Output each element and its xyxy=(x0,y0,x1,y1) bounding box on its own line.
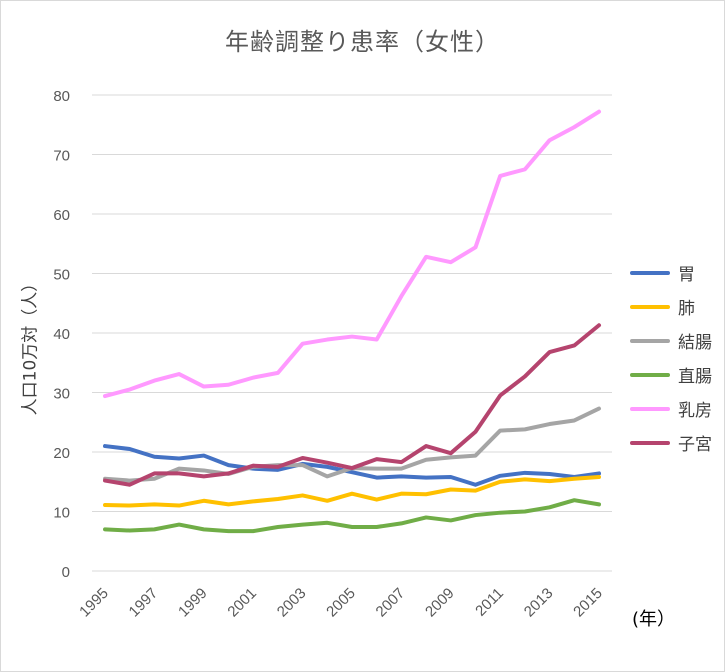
legend-label: 直腸 xyxy=(678,367,712,387)
chart-legend: 胃肺結腸直腸乳房子宮 xyxy=(630,258,725,462)
legend-item: 直腸 xyxy=(630,360,725,394)
y-tick-label: 40 xyxy=(53,326,70,343)
legend-item: 乳房 xyxy=(630,394,725,428)
x-tick-label: 2011 xyxy=(472,585,507,620)
y-tick-label: 30 xyxy=(53,386,70,403)
legend-item: 肺 xyxy=(630,292,725,326)
legend-label: 肺 xyxy=(678,299,695,319)
series-line-5 xyxy=(103,323,601,487)
x-tick-label: 2003 xyxy=(274,585,310,621)
x-tick-label: 2007 xyxy=(373,585,409,621)
legend-label: 結腸 xyxy=(678,333,712,353)
x-tick-label: 1999 xyxy=(175,585,211,621)
legend-swatch xyxy=(630,407,670,411)
legend-swatch xyxy=(630,441,670,445)
y-tick-label: 70 xyxy=(53,148,70,165)
series-line-4 xyxy=(103,109,601,399)
legend-item: 胃 xyxy=(630,258,725,292)
x-axis-unit-label: (年） xyxy=(632,609,676,630)
y-tick-label: 60 xyxy=(53,207,70,224)
y-tick-label: 0 xyxy=(62,564,70,581)
x-tick-label: 2001 xyxy=(224,585,260,621)
series-line-3 xyxy=(103,498,601,534)
legend-item: 子宮 xyxy=(630,428,725,462)
x-tick-label: 2009 xyxy=(422,585,458,621)
legend-swatch xyxy=(630,305,670,309)
y-tick-label: 50 xyxy=(53,267,70,284)
y-tick-label: 20 xyxy=(53,445,70,462)
y-tick-label: 10 xyxy=(53,505,70,522)
legend-swatch xyxy=(630,373,670,377)
y-tick-label: 80 xyxy=(53,88,70,105)
x-tick-label: 2013 xyxy=(521,585,557,621)
legend-item: 結腸 xyxy=(630,326,725,360)
x-tick-label: 2015 xyxy=(570,585,606,621)
legend-label: 胃 xyxy=(678,265,695,285)
legend-label: 子宮 xyxy=(678,435,712,455)
legend-swatch xyxy=(630,271,670,275)
series-line-1 xyxy=(103,474,601,508)
x-tick-label: 1995 xyxy=(76,585,112,621)
chart-title: 年齢調整り患率（女性） xyxy=(225,28,500,56)
x-tick-label: 1997 xyxy=(126,585,162,621)
x-tick-label: 2005 xyxy=(323,585,359,621)
legend-swatch xyxy=(630,339,670,343)
series-line-0 xyxy=(103,444,601,487)
legend-label: 乳房 xyxy=(678,401,712,421)
